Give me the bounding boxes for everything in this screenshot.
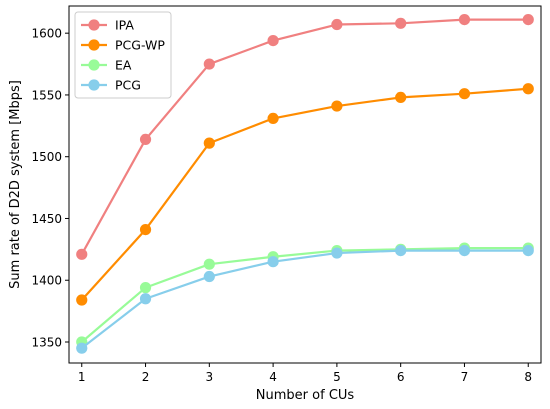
data-point	[395, 244, 407, 257]
x-tick-label: 6	[397, 370, 405, 384]
x-tick-label: 8	[524, 370, 532, 384]
data-point	[139, 223, 152, 236]
series-line	[81, 249, 529, 350]
series-line	[80, 87, 529, 301]
legend-entry: IPA	[81, 18, 134, 33]
series-pcg-wp	[76, 83, 534, 306]
data-point	[203, 58, 215, 70]
series-line	[81, 247, 529, 343]
legend-marker	[88, 79, 100, 91]
data-point	[76, 342, 88, 354]
data-point	[395, 17, 407, 29]
y-axis-label: Sum rate of D2D system [Mbps]	[8, 80, 23, 289]
data-point	[267, 256, 279, 268]
data-point	[267, 112, 279, 125]
x-tick-label: 3	[206, 370, 214, 384]
data-point	[331, 18, 343, 31]
legend-entry: EA	[81, 58, 132, 73]
legend-label: PCG	[115, 78, 141, 93]
y-tick-label: 1500	[31, 150, 62, 164]
series-pcg	[76, 244, 534, 354]
data-point	[458, 88, 471, 100]
x-tick-label: 2	[142, 370, 150, 384]
data-point	[522, 244, 534, 257]
legend: IPA PCG-WP EA PCG	[74, 11, 172, 99]
legend-entry: PCG	[81, 78, 141, 93]
data-point	[76, 294, 88, 306]
data-point	[267, 34, 279, 47]
data-point	[458, 13, 471, 26]
legend-label: PCG-WP	[115, 38, 165, 53]
x-tick-label: 7	[461, 370, 469, 384]
plot-area-frame	[68, 5, 542, 364]
data-point	[139, 282, 152, 294]
legend-label: IPA	[115, 18, 134, 33]
legend-entry: PCG-WP	[81, 38, 165, 53]
data-point	[203, 258, 215, 270]
y-tick-label: 1550	[31, 88, 62, 102]
legend-marker	[88, 39, 100, 51]
data-point	[203, 270, 215, 283]
x-tick-label: 4	[269, 370, 277, 384]
data-point	[331, 100, 343, 112]
data-point	[139, 133, 152, 146]
series-ipa	[76, 13, 534, 260]
x-tick-label: 1	[78, 370, 86, 384]
data-point	[522, 13, 534, 26]
data-point	[395, 91, 407, 104]
data-point	[76, 248, 88, 260]
y-tick-label: 1450	[31, 212, 62, 226]
legend-marker	[88, 19, 100, 31]
data-point	[139, 293, 152, 305]
y-tick-label: 1400	[31, 274, 62, 288]
legend-box	[74, 11, 172, 99]
series-line	[80, 18, 529, 255]
y-tick-label: 1350	[31, 336, 62, 350]
data-point	[203, 137, 215, 149]
data-point	[458, 244, 471, 257]
axis-ticks: 1 2 3 4 5 6 7 8 1350 1400 1450 1500 1550 1600	[31, 27, 532, 384]
series-layer	[76, 13, 534, 354]
data-point	[331, 247, 343, 259]
data-point	[522, 83, 534, 95]
x-tick-label: 5	[333, 370, 341, 384]
legend-marker	[88, 59, 100, 71]
y-tick-label: 1600	[31, 27, 62, 41]
x-axis-label: Number of CUs	[256, 388, 355, 403]
legend-label: EA	[115, 58, 132, 73]
